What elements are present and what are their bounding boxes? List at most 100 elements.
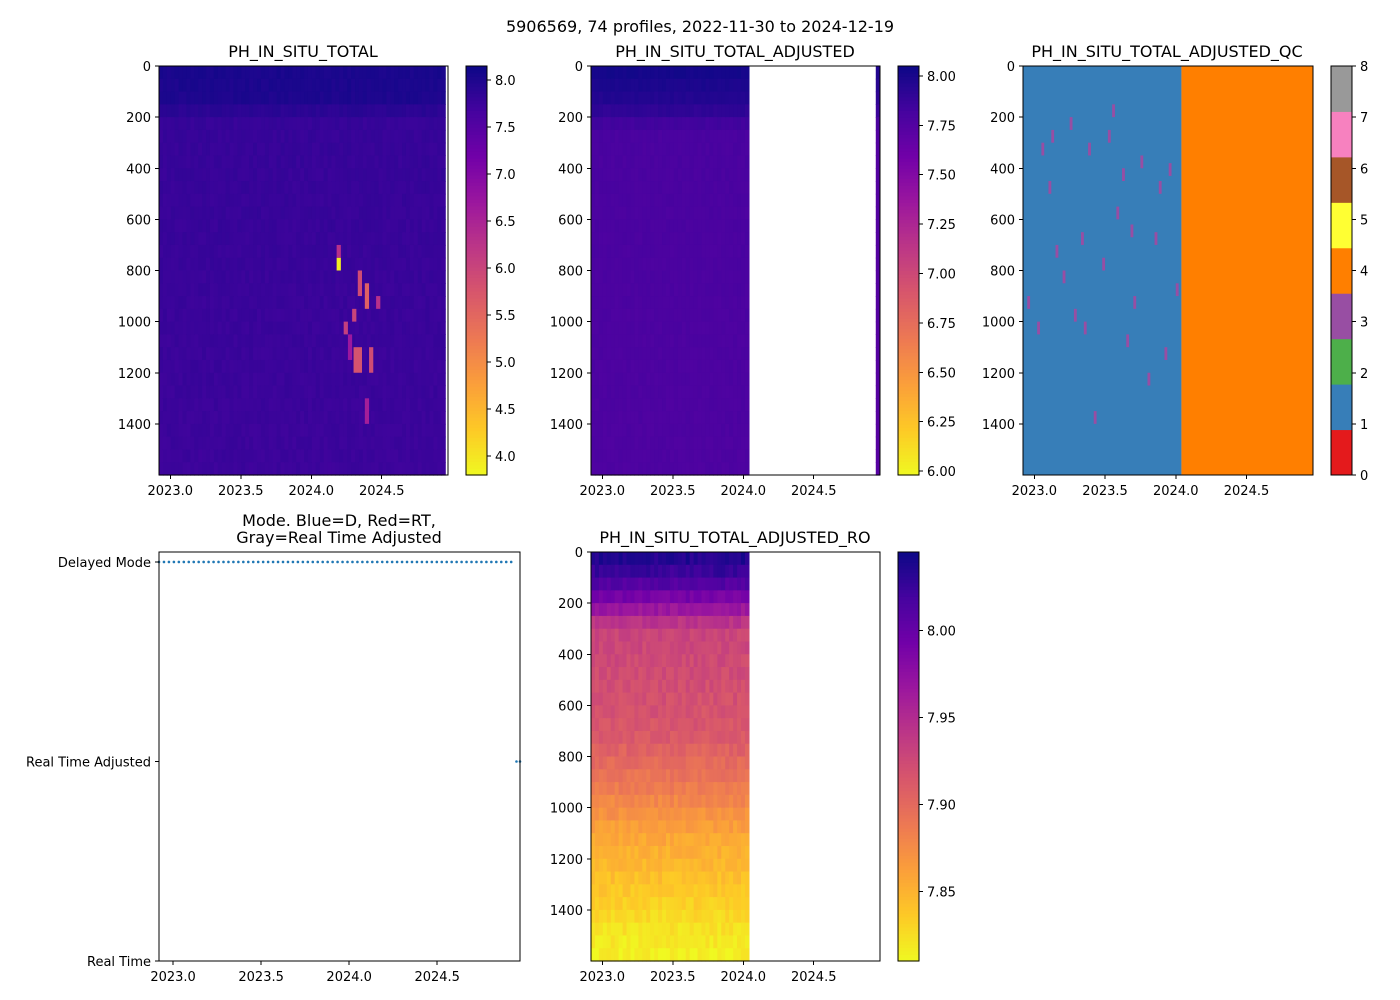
heatmap-cell — [725, 321, 730, 336]
heatmap-cell — [665, 590, 671, 604]
heatmap-cell — [630, 206, 636, 220]
heatmap-cell — [272, 168, 278, 182]
heatmap-cell — [673, 462, 679, 476]
colorbar-segment — [466, 318, 487, 323]
heatmap-cell — [673, 641, 679, 655]
heatmap-cell — [729, 91, 734, 105]
heatmap-cell — [618, 78, 624, 93]
heatmap-cell — [288, 385, 293, 399]
colorbar-segment — [898, 103, 919, 108]
colorbar-segment — [898, 311, 919, 316]
heatmap-cell — [638, 168, 643, 182]
heatmap-cell — [217, 385, 223, 399]
heatmap-cell — [610, 679, 616, 694]
heatmap-cell — [658, 871, 663, 885]
heatmap-cell — [662, 743, 667, 758]
heatmap-cell — [665, 705, 671, 719]
heatmap-cell — [875, 244, 880, 259]
heatmap-cell — [591, 667, 596, 681]
heatmap-cell — [217, 91, 223, 105]
heatmap-cell — [618, 935, 624, 949]
heatmap-cell — [190, 206, 195, 220]
heatmap-cell — [178, 244, 184, 259]
heatmap-cell — [705, 436, 711, 451]
heatmap-cell — [190, 411, 195, 425]
heatmap-cell — [701, 219, 707, 233]
heatmap-cell — [681, 922, 687, 937]
heatmap-cell — [650, 193, 655, 208]
heatmap-cell — [198, 91, 203, 105]
heatmap-cell — [677, 283, 683, 297]
heatmap-cell — [646, 359, 651, 374]
heatmap-cell — [382, 232, 387, 246]
heatmap-cell — [602, 654, 608, 668]
heatmap-cell — [213, 270, 219, 284]
heatmap-cell — [437, 232, 442, 246]
heatmap-cell — [209, 181, 215, 195]
heatmap-cell — [409, 117, 415, 131]
heatmap-cell — [697, 129, 703, 144]
heatmap-cell — [229, 244, 235, 259]
heatmap-cell — [331, 91, 337, 105]
heatmap-cell — [194, 117, 199, 131]
heatmap-cell — [272, 385, 278, 399]
heatmap-cell — [630, 244, 636, 259]
heatmap-cell — [598, 769, 604, 783]
heatmap-cell — [875, 385, 880, 399]
heatmap-cell — [646, 283, 651, 297]
heatmap-cell — [626, 66, 632, 80]
heatmap-cell — [331, 308, 337, 323]
heatmap-cell — [669, 321, 675, 336]
colorbar-segment — [898, 226, 919, 231]
heatmap-cell — [264, 411, 270, 425]
heatmap-cell — [166, 142, 172, 157]
heatmap-cell — [355, 411, 360, 425]
heatmap-cell — [689, 449, 695, 463]
heatmap-cell — [642, 193, 647, 208]
heatmap-cell — [362, 232, 368, 246]
heatmap-cell — [405, 206, 411, 220]
heatmap-cell — [186, 308, 191, 323]
y-tick-label: 400 — [558, 162, 583, 177]
heatmap-cell — [681, 270, 687, 284]
heatmap-cell — [685, 948, 691, 962]
heatmap-cell — [217, 219, 223, 233]
heatmap-cell — [327, 78, 333, 93]
heatmap-cell — [677, 129, 683, 144]
heatmap-cell — [437, 372, 442, 387]
heatmap-cell — [206, 283, 211, 297]
heatmap-cell — [351, 449, 356, 463]
heatmap-cell — [646, 564, 651, 579]
colorbar-tick-label: 8.0 — [495, 74, 516, 89]
heatmap-cell — [634, 462, 639, 476]
heatmap-cell — [276, 142, 282, 157]
heatmap-cell — [650, 564, 655, 579]
heatmap-cell — [681, 564, 687, 579]
heatmap-cell — [598, 385, 604, 399]
heatmap-cell — [233, 257, 239, 272]
heatmap-cell — [374, 244, 380, 259]
heatmap-cell — [409, 398, 415, 412]
heatmap-cell — [370, 462, 376, 476]
qc-flag-cell — [1112, 104, 1115, 118]
heatmap-cell — [642, 423, 647, 438]
heatmap-cell — [241, 219, 246, 233]
heatmap-cell — [260, 462, 266, 476]
heatmap-cell — [241, 283, 246, 297]
heatmap-cell — [598, 78, 604, 93]
colorbar-segment — [898, 69, 919, 74]
heatmap-cell — [421, 219, 427, 233]
heatmap-cell — [272, 436, 278, 451]
heatmap-cell — [331, 296, 337, 310]
heatmap-cell — [386, 181, 391, 195]
heatmap-cell — [654, 782, 659, 796]
colorbar-segment — [898, 100, 919, 105]
heatmap-cell — [174, 232, 180, 246]
heatmap-cell — [272, 78, 278, 93]
heatmap-cell — [677, 334, 683, 348]
heatmap-cell — [190, 129, 195, 144]
heatmap-cell — [626, 833, 632, 847]
x-tick-label: 2023.0 — [1012, 484, 1058, 499]
colorbar-segment — [898, 273, 919, 278]
heatmap-cell — [733, 462, 738, 476]
